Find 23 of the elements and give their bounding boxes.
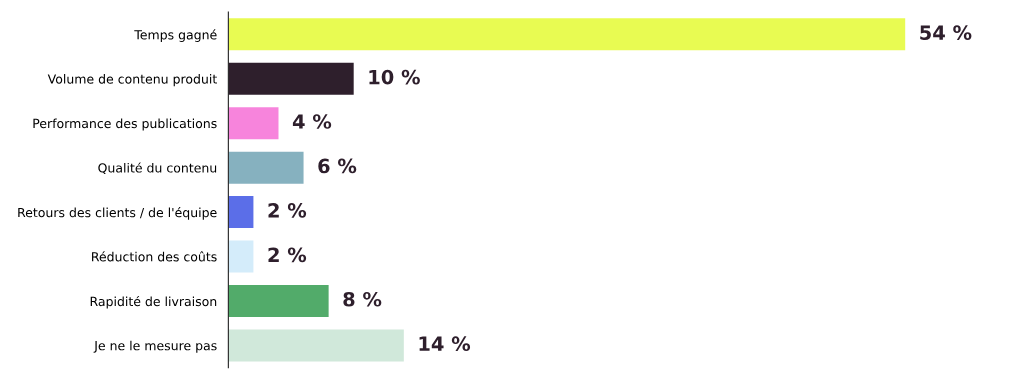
- data-label: 2 %: [268, 247, 307, 263]
- y-tick-label: Rapidité de livraison: [90, 295, 217, 309]
- y-tick-label: Retours des clients / de l'équipe: [18, 207, 217, 220]
- bar: [228, 18, 906, 51]
- data-label: 4 %: [292, 114, 332, 129]
- y-tick-label: Volume de contenu produit: [47, 74, 217, 87]
- data-label: 14 %: [419, 336, 471, 352]
- data-label: 54 %: [920, 25, 972, 40]
- y-tick-label: Temps gagné: [134, 29, 217, 42]
- bar: [228, 107, 279, 140]
- bar: [228, 329, 404, 362]
- bar: [228, 240, 254, 273]
- y-tick-label: Qualité du contenu: [98, 162, 217, 175]
- y-tick-label: Réduction des coûts: [92, 251, 217, 262]
- data-label: 8 %: [343, 291, 382, 307]
- bar: [228, 284, 329, 317]
- y-tick-label: Je ne le mesure pas: [93, 340, 217, 353]
- data-label: 2 %: [268, 203, 307, 218]
- bar: [228, 151, 304, 184]
- data-label: 6 %: [318, 158, 357, 174]
- y-tick-label: Performance des publications: [33, 118, 217, 131]
- data-label: 10 %: [369, 69, 420, 85]
- bar: [228, 196, 254, 229]
